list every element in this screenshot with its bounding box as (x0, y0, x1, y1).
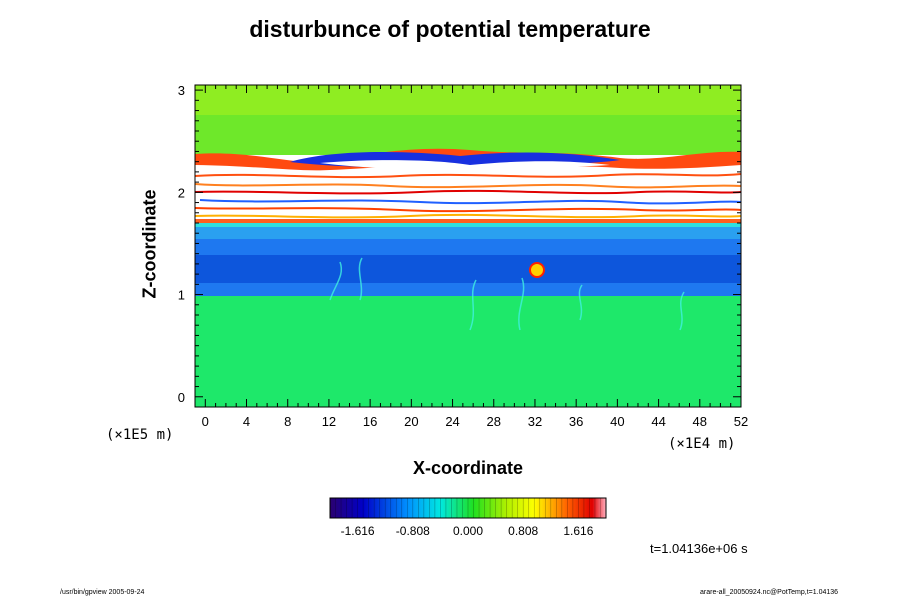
x-tick-label: 32 (528, 414, 542, 429)
y-tick-label: 3 (178, 83, 185, 98)
colorbar (329, 497, 607, 519)
y-tick-label: 2 (178, 185, 185, 200)
x-tick-label: 24 (445, 414, 459, 429)
colorbar-tick-label: -1.616 (341, 524, 375, 538)
x-tick-label: 20 (404, 414, 418, 429)
footer-left: /usr/bin/gpview 2005-09-24 (60, 589, 145, 596)
footer-right: arare-all_20050924.nc@PotTemp,t=1.04136 (700, 589, 839, 596)
colorbar-tick-label: 0.808 (508, 524, 538, 538)
y-tick-label: 1 (178, 288, 185, 303)
time-annotation: t=1.04136e+06 s (650, 541, 748, 556)
colorbar-labels: -1.616 -0.808 0.000 0.808 1.616 (341, 524, 594, 538)
x-axis-title: X-coordinate (412, 458, 523, 478)
colorbar-stripes (335, 498, 601, 518)
chart-title: disturbunce of potential temperature (249, 16, 651, 42)
x-tick-label: 12 (322, 414, 336, 429)
x-tick-label: 44 (651, 414, 665, 429)
x-tick-label: 52 (734, 414, 748, 429)
x-tick-label: 40 (610, 414, 624, 429)
region-upper-green-light (195, 85, 741, 115)
transition-red-band (195, 219, 741, 223)
region-blue-dark-band (195, 255, 741, 283)
convective-plumes (329, 257, 685, 331)
x-tick-label: 36 (569, 414, 583, 429)
transition-cyan-band (195, 223, 741, 227)
plume-head (529, 262, 545, 278)
x-tick-label: 4 (243, 414, 250, 429)
x-tick-label: 8 (284, 414, 291, 429)
region-lower-green (195, 296, 741, 407)
colorbar-tick-label: 0.000 (453, 524, 483, 538)
y-tick-label: 0 (178, 390, 185, 405)
x-tick-label: 48 (693, 414, 707, 429)
colorbar-tick-label: -0.808 (396, 524, 430, 538)
plot-frame (194, 84, 742, 408)
x-tick-label: 28 (487, 414, 501, 429)
stratification-lines (195, 173, 741, 219)
colorbar-tick-label: 1.616 (563, 524, 593, 538)
x-tick-label: 0 (202, 414, 209, 429)
x-axis-unit: (×1E4 m) (668, 436, 736, 452)
upper-white-lens (320, 160, 610, 169)
y-axis-unit: (×1E5 m) (106, 427, 174, 443)
ticks-layer (195, 85, 742, 407)
x-tick-label: 16 (363, 414, 377, 429)
